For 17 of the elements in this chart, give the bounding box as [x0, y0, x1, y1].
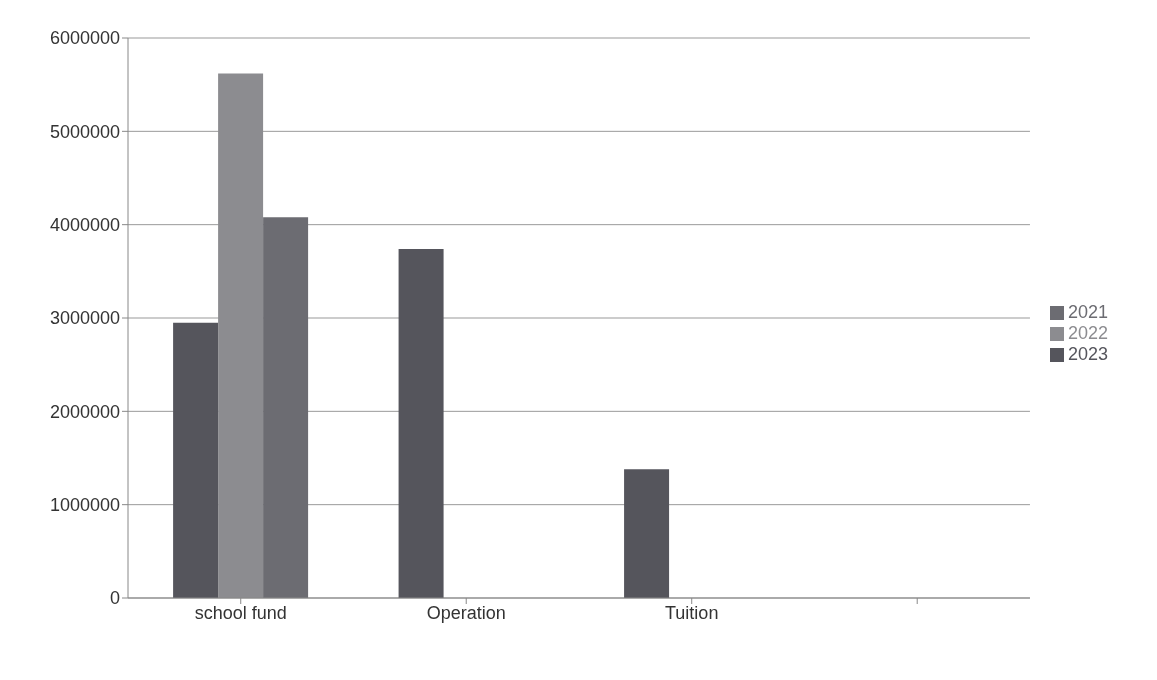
bar: [173, 322, 219, 598]
y-tick-label: 2000000: [49, 401, 120, 422]
legend-label: 2021: [1067, 301, 1108, 322]
bar: [263, 217, 309, 598]
y-tick-label: 5000000: [49, 121, 120, 142]
bar: [398, 248, 444, 598]
y-tick-label: 0: [109, 588, 120, 609]
legend-label: 2023: [1067, 343, 1108, 364]
y-tick-label: 1000000: [49, 495, 120, 516]
y-tick-label: 3000000: [49, 308, 120, 329]
y-tick-label: 4000000: [49, 215, 120, 236]
legend-label: 2022: [1067, 322, 1108, 343]
x-tick-label: Operation: [426, 602, 506, 623]
x-tick-label: Tuition: [665, 602, 719, 623]
y-tick-label: 6000000: [49, 28, 120, 49]
x-tick-label: school fund: [194, 602, 287, 623]
bar: [624, 469, 670, 598]
